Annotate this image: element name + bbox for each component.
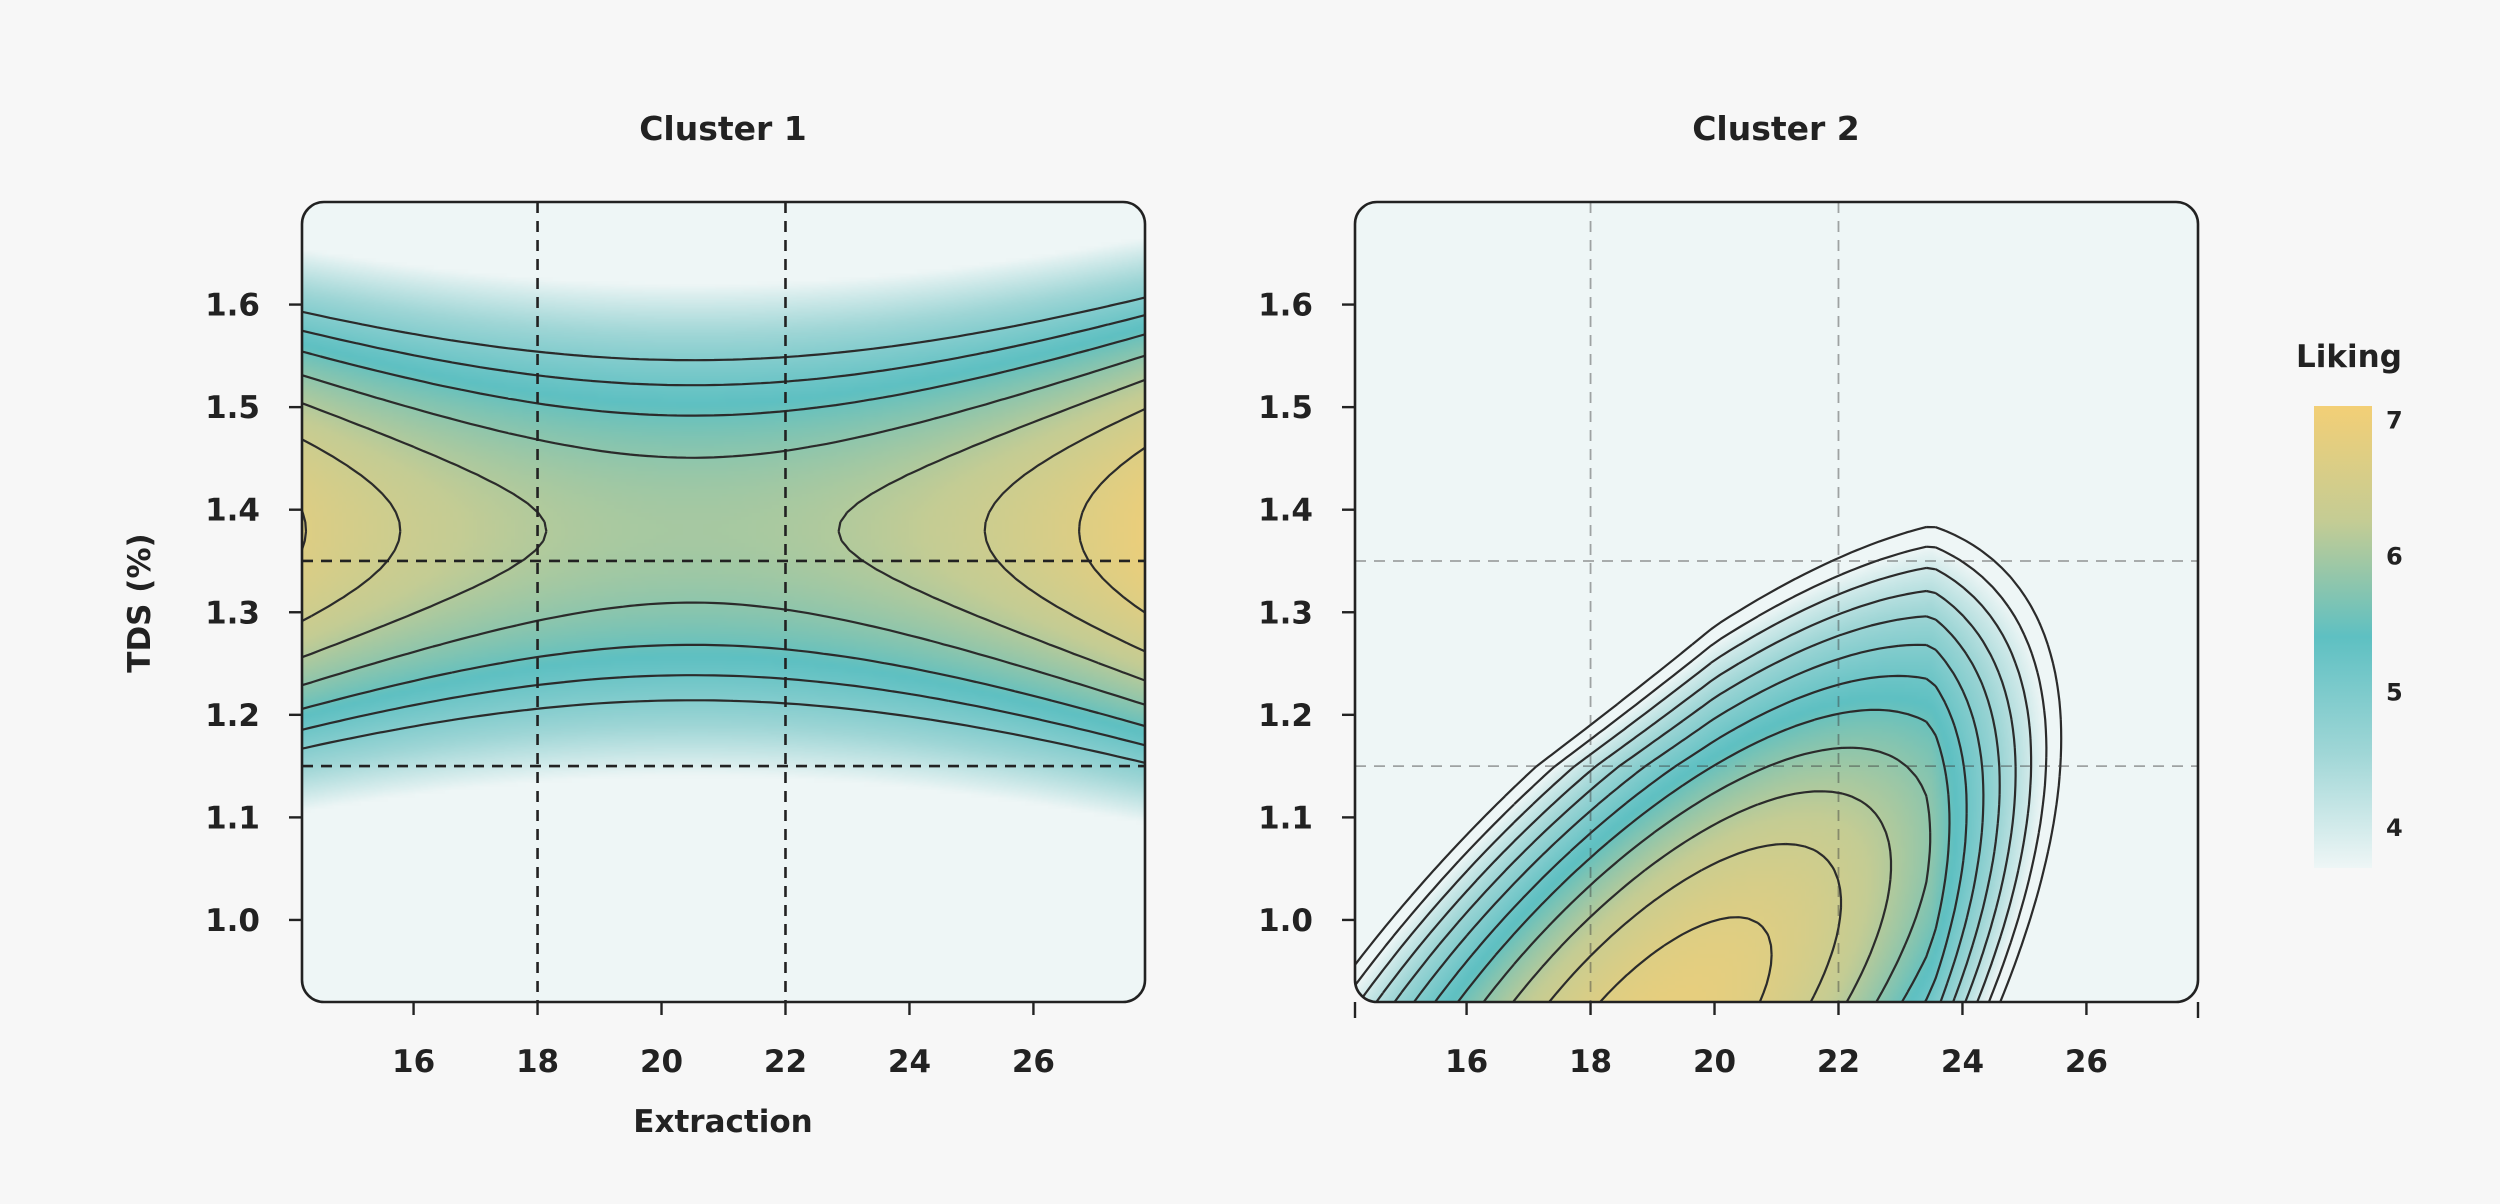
heatmap-layer bbox=[302, 202, 1145, 1002]
y-tick-label: 1.5 bbox=[205, 390, 260, 426]
x-axis-ticks-cluster-1: 16 18 20 22 24 26 bbox=[392, 1002, 1055, 1080]
y-tick-label: 1.4 bbox=[205, 493, 260, 529]
legend-title: Liking bbox=[2296, 339, 2402, 375]
x-tick-label: 20 bbox=[640, 1044, 683, 1080]
contour-line bbox=[302, 314, 1145, 747]
plot-area-cluster-2 bbox=[1353, 200, 2200, 1004]
legend-tick-label: 7 bbox=[2386, 407, 2403, 435]
y-tick-label: 1.1 bbox=[205, 800, 260, 836]
contour-line bbox=[1599, 916, 1773, 1002]
contour-line bbox=[1512, 790, 1893, 1002]
contour-line bbox=[1355, 525, 2063, 1002]
y-tick-label: 1.5 bbox=[1258, 390, 1313, 426]
y-axis-ticks-cluster-1: 1.0 1.1 1.2 1.3 1.4 1.5 1.6 bbox=[205, 288, 302, 939]
heatmap-layer bbox=[1355, 202, 2198, 1002]
x-tick-label: 22 bbox=[1817, 1044, 1860, 1080]
legend-tick-label: 4 bbox=[2386, 814, 2403, 842]
x-axis-ticks-cluster-2: 16 18 20 22 24 26 bbox=[1353, 1002, 2200, 1080]
legend: Liking 7 6 5 4 bbox=[2296, 339, 2403, 868]
plot-area-cluster-1 bbox=[300, 200, 1147, 1004]
heatmap-surface bbox=[302, 202, 1145, 1002]
contour-line bbox=[1434, 674, 1968, 1002]
y-tick-label: 1.6 bbox=[1258, 288, 1313, 324]
panel-cluster-1: Cluster 1 16 18 20 22 24 26 1.01.11.21.31.41.… bbox=[122, 109, 1147, 1140]
contour-line bbox=[1548, 842, 1843, 1002]
x-tick-label: 24 bbox=[1941, 1044, 1984, 1080]
x-tick-label: 18 bbox=[1569, 1044, 1612, 1080]
contour-line bbox=[1456, 708, 1951, 1002]
x-tick-label: 26 bbox=[2065, 1044, 2108, 1080]
y-tick-label: 1.0 bbox=[1258, 903, 1313, 939]
panel-cluster-2: Cluster 2 16 18 20 22 24 26 1.01.11.21.31.41.… bbox=[1258, 109, 2200, 1080]
contour-line bbox=[1375, 589, 2017, 1002]
y-axis-ticks-cluster-2: 1.0 1.1 1.2 1.3 1.4 1.5 1.6 bbox=[1258, 288, 1355, 939]
y-tick-label: 1.0 bbox=[205, 903, 260, 939]
y-axis-label: TDS (%) bbox=[122, 533, 158, 672]
y-tick-label: 1.2 bbox=[205, 698, 260, 734]
legend-tick-label: 5 bbox=[2386, 678, 2403, 706]
y-tick-label: 1.3 bbox=[205, 595, 260, 631]
x-tick-label: 16 bbox=[392, 1044, 435, 1080]
x-tick-label: 16 bbox=[1445, 1044, 1488, 1080]
y-tick-label: 1.3 bbox=[1258, 595, 1313, 631]
legend-tick-label: 6 bbox=[2386, 542, 2403, 570]
heatmap-surface bbox=[1355, 202, 2198, 1002]
plot-frame bbox=[1353, 200, 2200, 1004]
contour-line bbox=[302, 354, 1145, 706]
panel-title-cluster-2: Cluster 2 bbox=[1692, 109, 1860, 148]
x-tick-label: 18 bbox=[516, 1044, 559, 1080]
x-tick-label: 20 bbox=[1693, 1044, 1736, 1080]
x-tick-label: 22 bbox=[764, 1044, 807, 1080]
legend-tick-labels: 7 6 5 4 bbox=[2386, 407, 2403, 843]
x-tick-label: 24 bbox=[888, 1044, 931, 1080]
contour-line bbox=[1393, 615, 2001, 1002]
panel-title-cluster-1: Cluster 1 bbox=[639, 109, 807, 148]
contour-line bbox=[1358, 566, 2033, 1002]
y-tick-label: 1.4 bbox=[1258, 493, 1313, 529]
x-tick-label: 26 bbox=[1012, 1044, 1055, 1080]
y-tick-label: 1.2 bbox=[1258, 698, 1313, 734]
x-axis-label: Extraction bbox=[633, 1104, 812, 1140]
contour-line bbox=[1482, 746, 1932, 1002]
contour-line bbox=[302, 333, 1145, 728]
contour-line bbox=[1355, 545, 2048, 1002]
y-tick-label: 1.1 bbox=[1258, 800, 1313, 836]
plot-frame bbox=[300, 200, 1147, 1004]
contour-line bbox=[1413, 643, 1985, 1002]
legend-colorbar bbox=[2314, 406, 2372, 868]
y-tick-label: 1.6 bbox=[205, 288, 260, 324]
contour-line bbox=[302, 296, 1145, 764]
